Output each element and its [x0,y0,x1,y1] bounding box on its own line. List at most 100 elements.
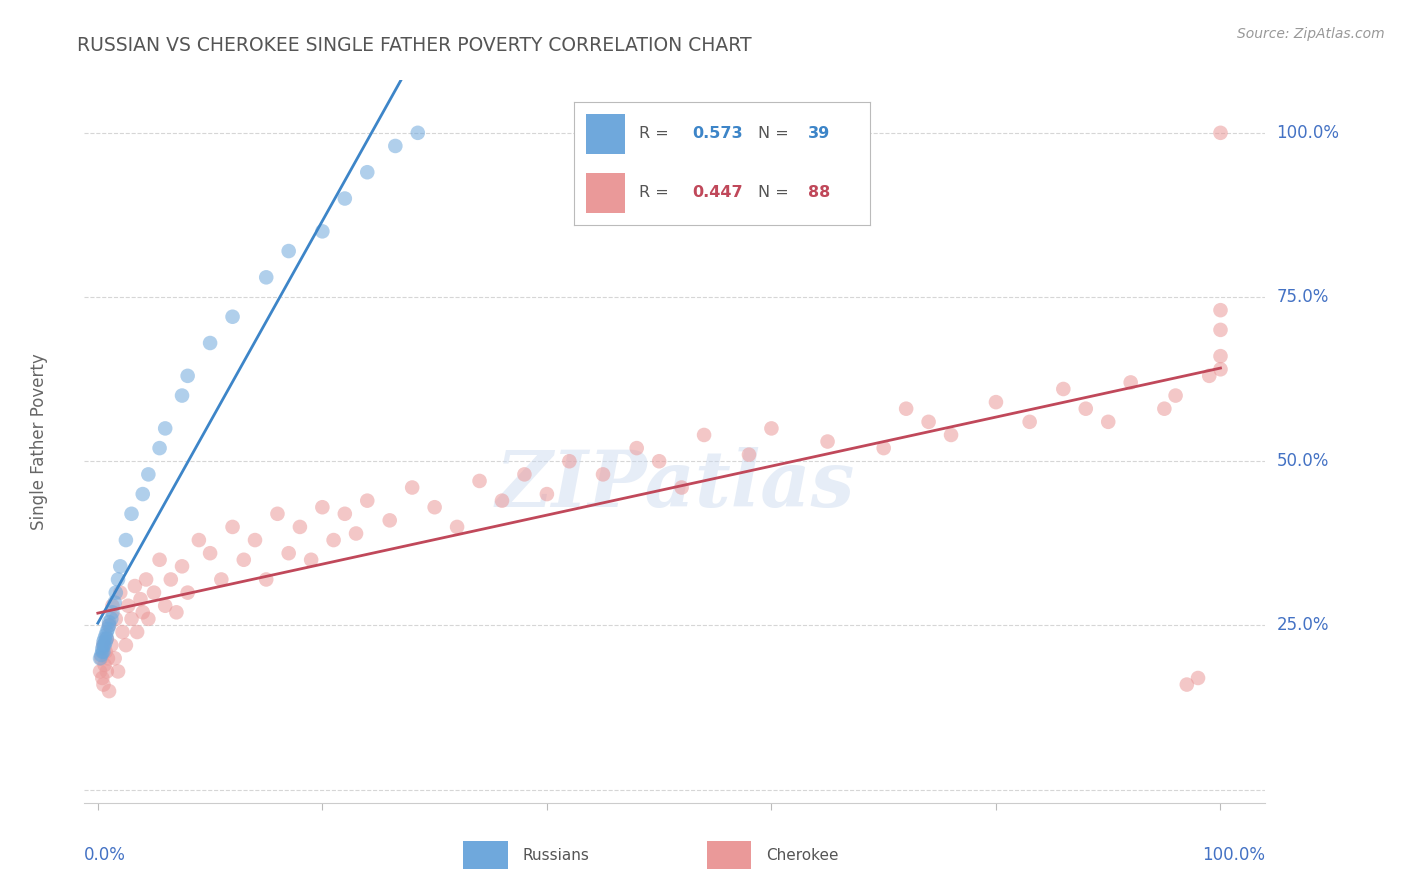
Point [277,546,299,560]
Point [1153,401,1175,416]
Text: ZIPatlas: ZIPatlas [495,447,855,523]
Point [406,126,429,140]
Point [311,500,333,515]
Point [91,645,114,659]
Point [401,481,423,495]
Point [153,421,176,435]
Point [693,428,716,442]
Point [378,513,401,527]
Point [536,487,558,501]
Point [187,533,209,547]
Point [322,533,344,547]
Point [817,434,839,449]
Point [90,648,112,662]
Point [93,632,115,646]
Point [1209,303,1232,318]
Point [232,553,254,567]
Point [107,665,129,679]
Point [446,520,468,534]
Point [558,454,581,468]
Point [132,605,155,619]
Text: 0.0%: 0.0% [84,847,127,864]
Point [356,493,378,508]
Point [115,533,138,547]
Point [90,651,112,665]
Point [143,585,166,599]
Point [1097,415,1119,429]
Point [1187,671,1209,685]
Point [93,657,115,672]
Point [100,612,122,626]
Text: 100.0%: 100.0% [1277,124,1340,142]
Point [93,638,115,652]
Point [104,595,127,609]
Text: Single Father Poverty: Single Father Poverty [31,353,48,530]
Point [104,651,127,665]
Point [97,622,120,636]
Point [1209,362,1232,376]
Point [423,500,446,515]
Point [243,533,266,547]
Point [110,585,132,599]
Point [127,625,149,640]
Point [121,507,143,521]
Point [110,559,132,574]
Point [491,493,513,508]
Point [170,388,193,402]
Text: RUSSIAN VS CHEROKEE SINGLE FATHER POVERTY CORRELATION CHART: RUSSIAN VS CHEROKEE SINGLE FATHER POVERT… [77,36,752,54]
Point [356,165,378,179]
Point [101,605,124,619]
Point [198,546,221,560]
Point [1198,368,1220,383]
Text: 75.0%: 75.0% [1277,288,1329,306]
Text: 100.0%: 100.0% [1202,847,1265,864]
Point [592,467,614,482]
Point [100,638,122,652]
Point [104,612,127,626]
Point [159,573,181,587]
Point [626,441,648,455]
Point [93,638,115,652]
Point [94,628,117,642]
Point [96,625,118,640]
Point [1209,126,1232,140]
Point [1052,382,1074,396]
Point [89,651,111,665]
Point [299,553,322,567]
Point [1175,677,1198,691]
Point [148,553,170,567]
Point [468,474,491,488]
Point [917,415,939,429]
Point [648,454,671,468]
Point [671,481,693,495]
Point [101,599,124,613]
Point [93,645,115,659]
Point [138,612,160,626]
Point [873,441,896,455]
Point [254,573,277,587]
Text: 50.0%: 50.0% [1277,452,1329,470]
Point [344,526,367,541]
Point [1018,415,1040,429]
Point [198,336,221,351]
Point [91,641,114,656]
Point [513,467,536,482]
Point [124,579,146,593]
Point [98,618,121,632]
Text: 25.0%: 25.0% [1277,616,1329,634]
Point [148,441,170,455]
Point [98,618,121,632]
Point [98,615,121,630]
Point [1209,323,1232,337]
Point [221,520,243,534]
Point [254,270,277,285]
Point [138,467,160,482]
Point [94,635,117,649]
Point [117,599,139,613]
Point [176,368,198,383]
Point [91,671,114,685]
Point [1164,388,1187,402]
Point [738,448,761,462]
Point [93,638,115,652]
Point [266,507,288,521]
